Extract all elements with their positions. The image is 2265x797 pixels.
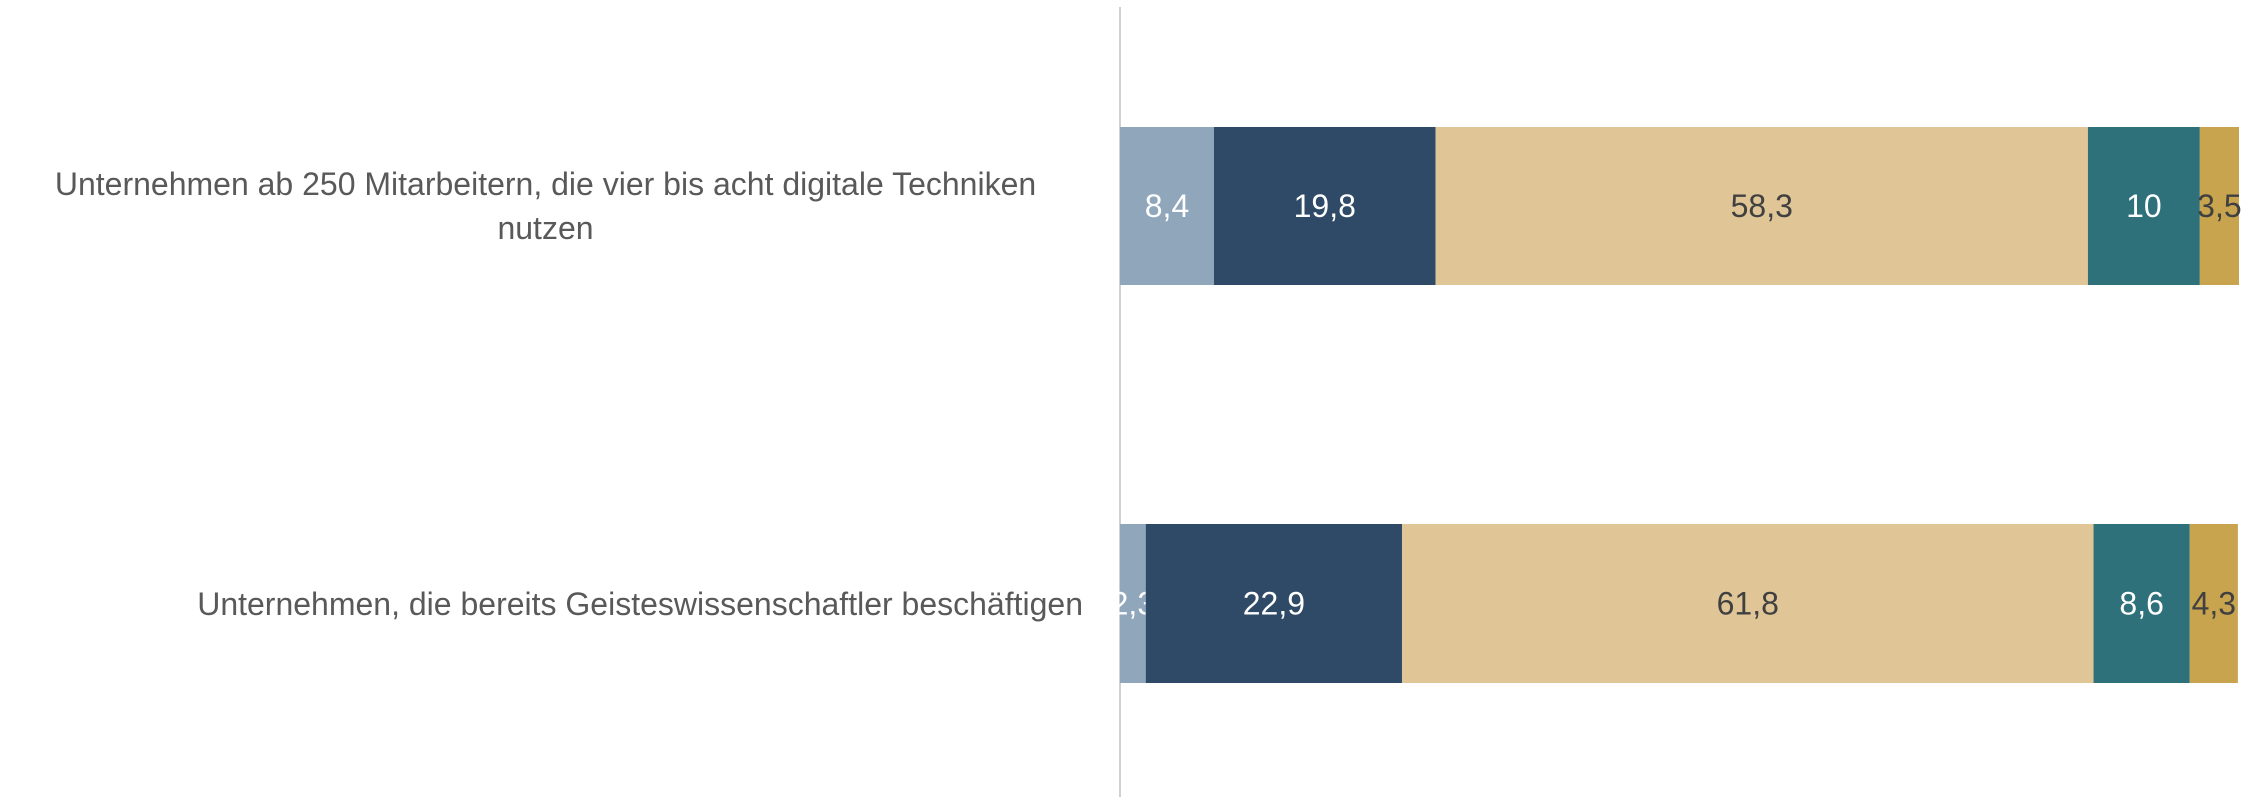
data-label: 19,8 — [1294, 188, 1356, 224]
bar-segment — [1120, 524, 1146, 683]
bar-segment — [1401, 524, 2094, 683]
category-label: Unternehmen ab 250 Mitarbeitern, die vie… — [54, 166, 1037, 246]
data-label: 8,6 — [2119, 586, 2163, 622]
bar-segment — [2199, 127, 2239, 285]
data-label: 3,5 — [2197, 188, 2241, 224]
data-label: 8,4 — [1145, 188, 1189, 224]
data-label: 61,8 — [1717, 586, 1779, 622]
data-label: 10 — [2126, 188, 2162, 224]
bar-segment — [2093, 524, 2190, 683]
bar-segment — [1145, 524, 1402, 683]
bar-segment — [1213, 127, 1436, 285]
data-label: 22,9 — [1243, 586, 1305, 622]
category-label: Unternehmen, die bereits Geisteswissensc… — [197, 585, 1083, 622]
bar-segment — [2087, 127, 2200, 285]
bar-segment — [1120, 127, 1214, 285]
data-label: 4,3 — [2192, 586, 2236, 622]
category-label-box: Unternehmen, die bereits Geisteswissensc… — [0, 524, 1083, 683]
data-label: 58,3 — [1731, 188, 1793, 224]
bar-segment — [1435, 127, 2088, 285]
category-label-box: Unternehmen ab 250 Mitarbeitern, die vie… — [0, 127, 1083, 285]
bar-segment — [2189, 524, 2238, 683]
